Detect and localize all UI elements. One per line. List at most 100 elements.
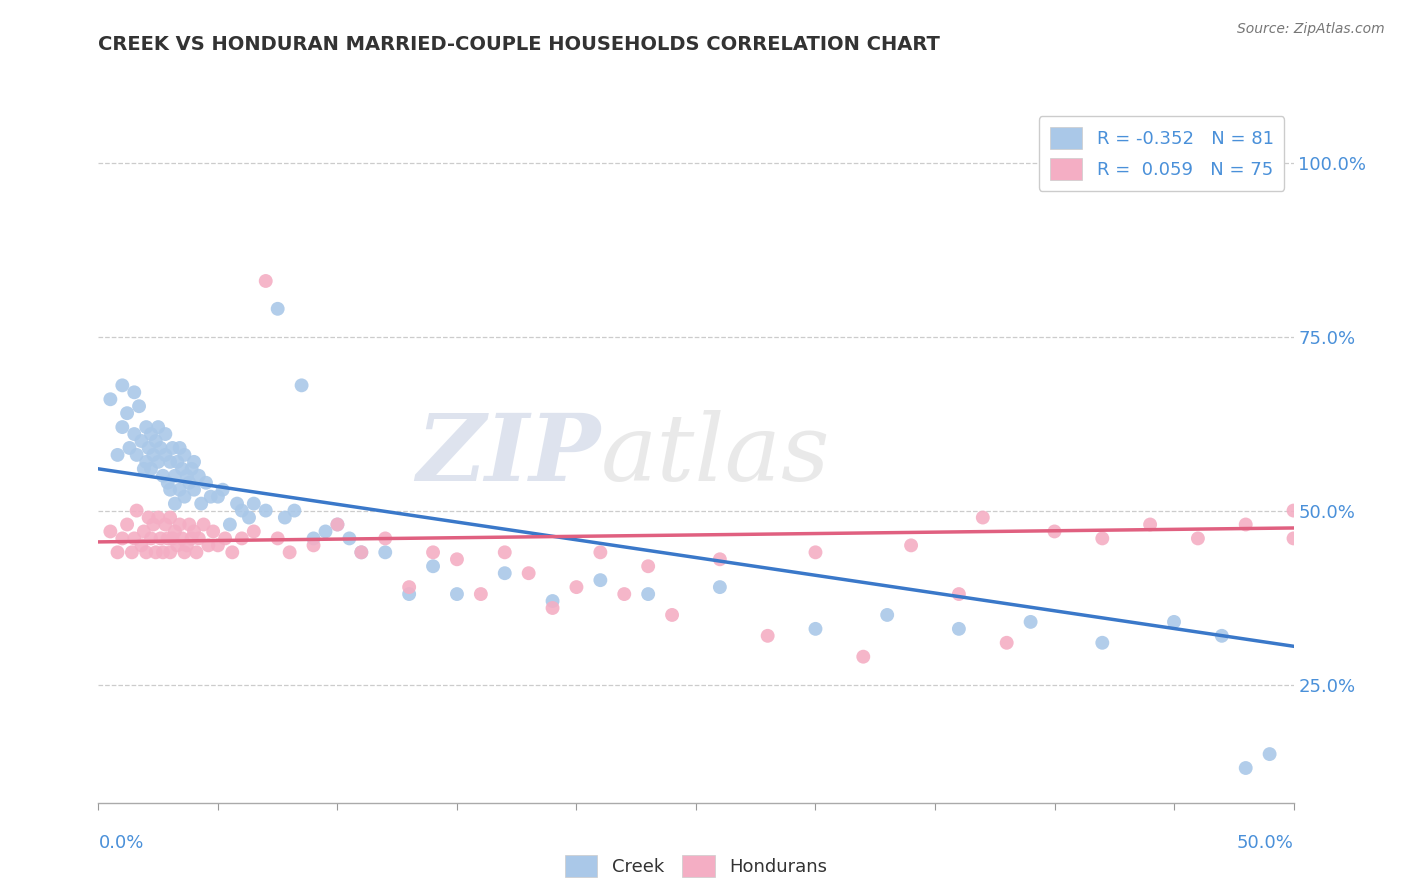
Point [163,468,186,483]
Point [1163,615,1185,629]
Point [398,587,420,601]
Point [124,427,146,442]
Point [169,441,191,455]
Point [211,483,233,497]
Point [183,483,205,497]
Point [374,545,396,559]
Point [219,517,242,532]
Point [183,455,205,469]
Point [374,532,396,546]
Point [124,532,146,546]
Point [948,587,970,601]
Text: atlas: atlas [600,410,830,500]
Point [326,517,349,532]
Point [135,545,157,559]
Point [995,636,1018,650]
Point [226,497,249,511]
Point [541,594,564,608]
Point [852,649,875,664]
Point [326,517,349,532]
Point [231,503,253,517]
Point [1091,532,1114,546]
Point [159,455,181,469]
Point [156,475,179,490]
Point [115,406,138,420]
Point [176,468,198,483]
Point [214,532,236,546]
Point [128,399,150,413]
Point [132,524,155,539]
Point [172,532,194,546]
Point [254,274,277,288]
Point [231,532,253,546]
Text: 0.0%: 0.0% [98,834,143,852]
Point [152,468,174,483]
Point [238,510,260,524]
Point [149,441,172,455]
Point [155,448,177,462]
Point [131,538,153,552]
Point [124,385,146,400]
Point [135,455,157,469]
Point [876,607,898,622]
Point [139,427,162,442]
Point [155,427,177,442]
Point [1019,615,1042,629]
Point [207,538,229,552]
Point [190,497,212,511]
Text: 50.0%: 50.0% [1237,834,1294,852]
Point [183,524,205,539]
Point [267,301,290,316]
Point [197,538,219,552]
Point [398,580,420,594]
Point [169,517,191,532]
Point [589,545,612,559]
Point [948,622,970,636]
Point [156,532,179,546]
Point [613,587,636,601]
Point [1187,532,1209,546]
Point [243,524,266,539]
Point [187,532,209,546]
Point [139,462,162,476]
Point [155,517,177,532]
Point [193,517,215,532]
Point [200,490,222,504]
Point [148,455,170,469]
Point [186,545,208,559]
Point [138,441,160,455]
Point [274,510,297,524]
Point [1234,761,1257,775]
Point [166,538,188,552]
Point [187,468,209,483]
Point [111,420,134,434]
Point [159,510,181,524]
Point [98,524,122,539]
Point [291,378,314,392]
Point [637,559,659,574]
Point [162,441,184,455]
Point [422,545,444,559]
Point [121,545,143,559]
Point [202,524,225,539]
Point [111,378,134,392]
Point [1211,629,1233,643]
Point [139,532,162,546]
Point [173,490,195,504]
Point [541,601,564,615]
Point [709,580,731,594]
Point [107,545,129,559]
Point [637,587,659,601]
Point [283,503,305,517]
Point [972,510,994,524]
Point [278,545,301,559]
Point [148,420,170,434]
Point [565,580,588,594]
Point [517,566,540,581]
Point [98,392,122,407]
Point [661,607,683,622]
Point [142,448,165,462]
Text: CREEK VS HONDURAN MARRIED-COUPLE HOUSEHOLDS CORRELATION CHART: CREEK VS HONDURAN MARRIED-COUPLE HOUSEHO… [98,35,941,54]
Point [159,545,181,559]
Point [589,573,612,587]
